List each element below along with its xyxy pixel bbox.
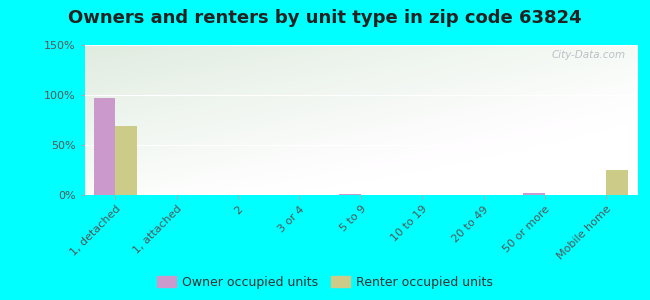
- Text: Owners and renters by unit type in zip code 63824: Owners and renters by unit type in zip c…: [68, 9, 582, 27]
- Bar: [115, 126, 136, 195]
- Legend: Owner occupied units, Renter occupied units: Owner occupied units, Renter occupied un…: [152, 271, 498, 294]
- Text: City-Data.com: City-Data.com: [552, 50, 626, 59]
- Bar: [606, 170, 628, 195]
- Bar: [339, 194, 361, 195]
- Bar: [94, 98, 115, 195]
- Bar: [523, 193, 545, 195]
